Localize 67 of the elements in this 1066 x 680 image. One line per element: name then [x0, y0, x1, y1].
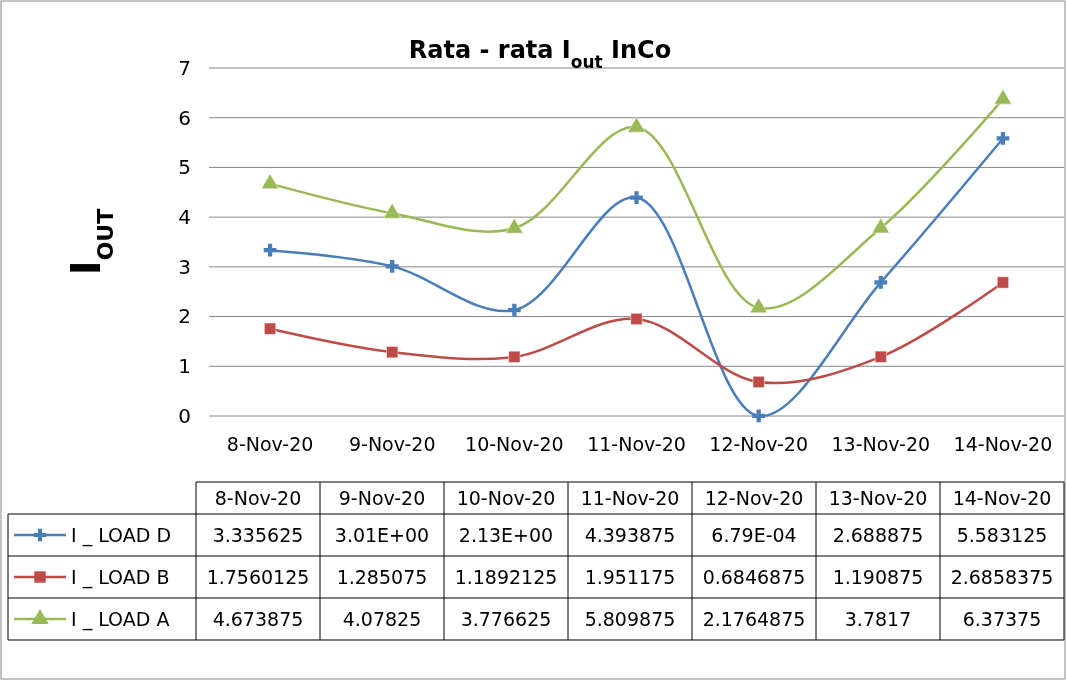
point — [630, 313, 643, 325]
y-tick-label: 6 — [178, 105, 191, 130]
point — [386, 346, 399, 359]
data-label: 1.190875 — [832, 566, 924, 588]
data-label: 5.809875 — [584, 608, 676, 630]
y-tick-label: 1 — [178, 354, 191, 379]
x-tick-label: 11-Nov-20 — [587, 433, 686, 456]
point — [508, 350, 521, 363]
data-label: 4.07825 — [342, 608, 422, 630]
data-label: 0.6846875 — [702, 566, 806, 588]
category-label: 8-Nov-20 — [214, 487, 302, 509]
legend-label: I _ LOAD A — [71, 608, 170, 631]
data-label: 2.13E+00 — [458, 524, 554, 546]
x-tick-label: 14-Nov-20 — [953, 433, 1053, 456]
category-label: 12-Nov-20 — [704, 487, 804, 509]
y-tick-label: 0 — [178, 403, 191, 428]
legend-label: I _ LOAD D — [71, 524, 172, 547]
point — [874, 275, 888, 289]
y-tick-label: 4 — [178, 205, 191, 230]
y-tick-label: 5 — [178, 155, 191, 180]
point — [261, 173, 279, 189]
x-tick-label: 13-Nov-20 — [831, 433, 931, 456]
point — [264, 322, 277, 335]
data-label: 2.688875 — [832, 524, 924, 546]
point — [507, 303, 521, 317]
data-label: 3.01E+00 — [334, 524, 430, 546]
data-label: 3.7817 — [844, 608, 912, 630]
data-label: 1.285075 — [336, 566, 428, 588]
y-tick-label: 7 — [178, 55, 191, 80]
point — [752, 409, 766, 423]
data-label: 2.1764875 — [702, 608, 806, 630]
point — [752, 376, 765, 388]
category-label: 10-Nov-20 — [456, 487, 556, 509]
point — [749, 297, 768, 314]
legend-label: I _ LOAD B — [71, 566, 170, 589]
x-tick-label: 12-Nov-20 — [709, 433, 808, 456]
data-label: 3.335625 — [212, 524, 304, 546]
data-label: 4.393875 — [584, 524, 676, 546]
category-label: 14-Nov-20 — [952, 487, 1052, 509]
x-tick-label: 10-Nov-20 — [465, 433, 564, 456]
chart-title: Rata - rata I$_{out}$ InCo — [408, 36, 672, 72]
data-label: 1.951175 — [584, 566, 676, 588]
y-tick-label: 3 — [178, 254, 191, 279]
category-label: 9-Nov-20 — [338, 487, 426, 509]
point — [505, 217, 524, 234]
point — [630, 191, 643, 204]
point — [874, 350, 887, 363]
data-label: 3.776625 — [460, 608, 552, 630]
data-label: 4.673875 — [212, 608, 304, 630]
data-label: 6.79E-04 — [711, 524, 797, 546]
category-label: 11-Nov-20 — [580, 487, 680, 509]
x-tick-label: 9-Nov-20 — [348, 433, 436, 456]
data-label: 6.37375 — [962, 608, 1042, 630]
category-label: 13-Nov-20 — [828, 487, 928, 509]
x-tick-label: 8-Nov-20 — [226, 433, 314, 456]
data-label: 2.6858375 — [950, 566, 1054, 588]
y-tick-label: 2 — [178, 304, 191, 329]
data-label: 5.583125 — [956, 524, 1048, 546]
data-label: 1.7560125 — [206, 566, 310, 588]
point — [994, 88, 1012, 105]
point — [263, 243, 277, 257]
point — [871, 217, 890, 234]
point — [996, 276, 1009, 289]
point — [627, 116, 646, 133]
data-label: 1.1892125 — [454, 566, 558, 588]
point — [385, 260, 399, 273]
point — [383, 203, 402, 219]
